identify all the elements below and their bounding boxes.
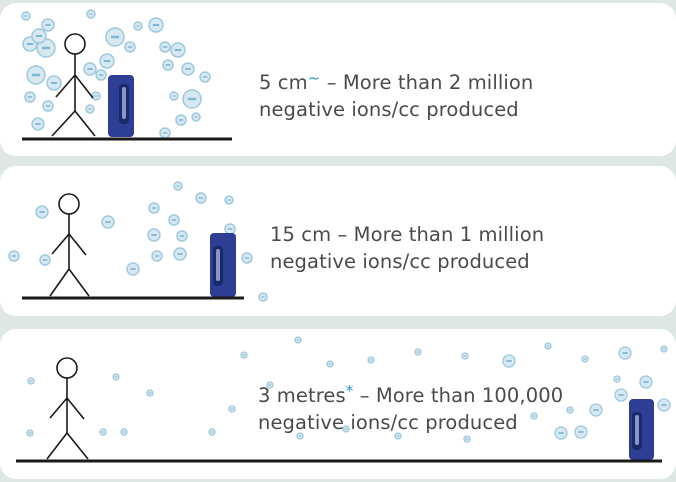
distance-label: 3 metres (258, 384, 346, 407)
ion-scene (16, 336, 671, 463)
footnote-mark: * (345, 382, 354, 400)
panel-3m (0, 329, 676, 479)
negative-ion-cluster (21, 9, 211, 139)
caption-line-2: negative ions/cc produced (259, 98, 519, 121)
caption-line-1: 3 metres* – More than 100,000 (258, 378, 563, 409)
caption-15cm: 15 cm – More than 1 million negative ion… (270, 221, 544, 275)
caption-line-2: negative ions/cc produced (258, 411, 518, 434)
ion-generator-icon (210, 233, 236, 297)
distance-label: 5 cm (259, 71, 308, 94)
caption-line-2: negative ions/cc produced (270, 250, 530, 273)
ion-generator-icon (629, 399, 654, 460)
negative-ion-cluster (26, 336, 671, 443)
caption-5cm: 5 cm~ – More than 2 million negative ion… (259, 65, 533, 123)
ion-scene (21, 9, 232, 141)
negative-ion-cluster (8, 181, 268, 302)
panel-15cm (0, 166, 676, 316)
stick-figure-icon (49, 193, 90, 297)
ion-count-text: – More than 100,000 (353, 384, 564, 407)
panel-5cm (0, 3, 676, 156)
ion-scene (8, 181, 268, 302)
stick-figure-icon (51, 33, 96, 137)
caption-line-1: 15 cm – More than 1 million (270, 221, 544, 248)
caption-3m: 3 metres* – More than 100,000 negative i… (258, 378, 563, 436)
ion-generator-icon (108, 75, 134, 137)
ion-count-text: – More than 2 million (320, 71, 534, 94)
stick-figure-icon (46, 357, 89, 460)
footnote-mark: ~ (307, 69, 321, 87)
caption-line-1: 5 cm~ – More than 2 million (259, 65, 533, 96)
distance-label: 15 cm – More than 1 million (270, 223, 545, 246)
